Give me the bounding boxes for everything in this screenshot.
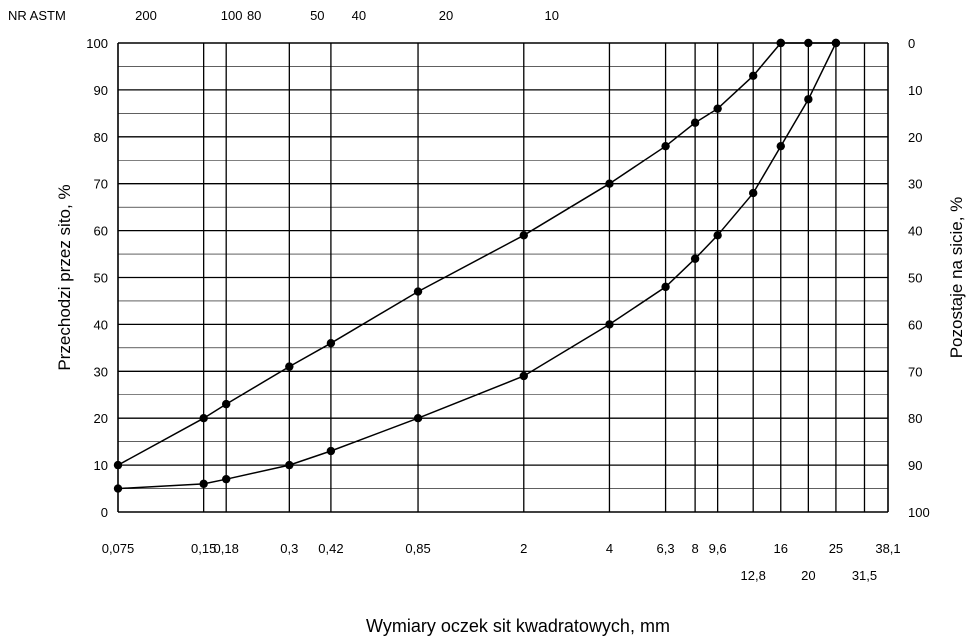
x-tick-label: 2 [520,541,527,556]
data-point [661,282,670,292]
data-point [413,287,423,296]
data-point [199,414,208,423]
astm-tick-label: 20 [439,8,453,23]
data-point [748,71,758,81]
data-point [605,320,614,329]
data-point [199,479,208,489]
astm-label: NR ASTM [8,8,66,23]
x-tick-label: 25 [829,541,843,556]
y-tick-left: 70 [94,177,108,192]
x-tick-label: 0,075 [102,541,135,556]
data-point [661,141,670,151]
data-point [285,460,294,470]
major-gridlines [117,42,889,513]
y-tick-left: 10 [94,458,108,473]
data-point [804,38,813,48]
data-point [804,95,813,104]
data-point [690,254,700,263]
y-tick-left: 30 [94,364,108,379]
y-tick-right: 20 [908,130,922,145]
data-point [831,38,841,48]
y-tick-left: 90 [94,83,108,98]
x-tick-label: 0,15 [191,541,216,556]
x-tick-label: 20 [801,568,815,583]
data-point [776,38,785,48]
y-tick-right: 0 [908,36,915,51]
y-tick-right: 100 [908,505,930,520]
y-tick-right: 40 [908,224,922,239]
data-point [519,231,528,240]
x-axis-title: Wymiary oczek sit kwadratowych, mm [366,616,670,636]
y-tick-right: 90 [908,458,922,473]
x-tick-label: 9,6 [709,541,727,556]
y-tick-right: 80 [908,411,922,426]
data-point [221,474,231,484]
data-point [519,371,528,381]
astm-tick-label: 80 [247,8,261,23]
data-points [113,38,841,493]
x-tick-label: 38,1 [875,541,900,556]
y-tick-right: 60 [908,317,922,332]
data-point [326,446,336,456]
data-point [221,399,231,409]
x-tick-label: 0,42 [318,541,343,556]
minor-gridlines [118,66,888,489]
x-tick-label: 31,5 [852,568,877,583]
data-point [776,141,785,151]
y-tick-right: 50 [908,271,922,286]
y-tick-right: 30 [908,177,922,192]
data-point [113,484,123,493]
data-point [713,231,722,240]
data-point [113,460,123,470]
data-point [285,362,294,371]
x-tick-label: 0,3 [280,541,298,556]
x-tick-label: 8 [691,541,698,556]
y-tick-right: 70 [908,364,922,379]
y-tick-left: 20 [94,411,108,426]
x-tick-label: 0,85 [405,541,430,556]
y-tick-left: 50 [94,271,108,286]
x-tick-label: 4 [606,541,613,556]
astm-tick-label: 40 [352,8,366,23]
astm-tick-label: 100 [221,8,243,23]
x-tick-label: 0,18 [214,541,239,556]
data-point [605,179,614,188]
data-point [690,118,700,127]
astm-tick-label: 200 [135,8,157,23]
x-tick-label: 12,8 [741,568,766,583]
y-tick-left: 100 [86,36,108,51]
y-tick-left: 80 [94,130,108,145]
data-point [413,414,423,423]
y-axis-right-title: Pozostaje na sicie, % [947,197,966,359]
y-tick-left: 40 [94,317,108,332]
astm-tick-label: 10 [545,8,559,23]
data-point [713,104,722,113]
x-tick-label: 16 [774,541,788,556]
x-tick-label: 6,3 [657,541,675,556]
tick-labels: 0102030405060708090100100908070605040302… [86,8,929,583]
y-tick-left: 60 [94,224,108,239]
data-point [326,338,336,348]
astm-tick-label: 50 [310,8,324,23]
y-tick-right: 10 [908,83,922,98]
data-point [748,188,758,198]
y-tick-left: 0 [101,505,108,520]
y-axis-left-title: Przechodzi przez sito, % [55,184,74,370]
